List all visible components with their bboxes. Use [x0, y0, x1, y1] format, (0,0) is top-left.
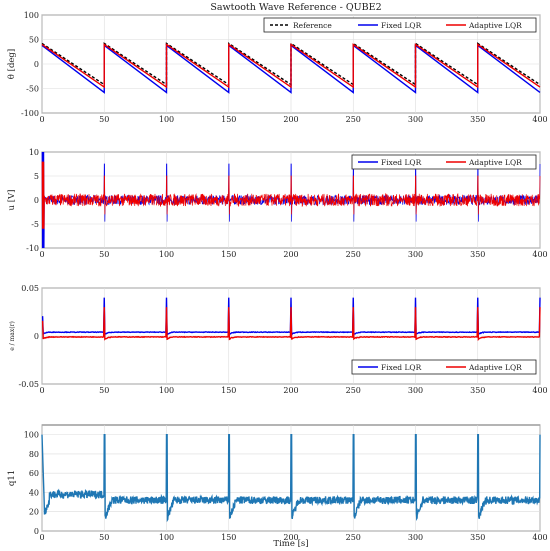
x-tick-label: 200 [283, 250, 298, 259]
y-tick-label: -5 [31, 220, 39, 229]
x-tick-label: 300 [408, 115, 423, 124]
x-tick-label: 300 [408, 386, 423, 395]
x-tick-label: 350 [470, 250, 485, 259]
x-tick-label: 400 [532, 533, 547, 542]
x-tick-label: 150 [221, 250, 236, 259]
x-tick-label: 400 [532, 115, 547, 124]
panel-voltage-series [41, 151, 541, 249]
y-tick-label: 60 [29, 469, 39, 478]
x-tick-label: 0 [39, 250, 44, 259]
x-tick-label: 50 [99, 386, 109, 395]
y-tick-label: 80 [29, 450, 39, 459]
legend-label: Adaptive LQR [468, 21, 522, 30]
y-tick-label: 40 [29, 488, 39, 497]
y-tick-label: 100 [24, 11, 39, 20]
x-tick-label: 0 [39, 533, 44, 542]
panel-gain-ylabel: q11 [7, 470, 17, 486]
panel-gain: 0 50 100 150 200 250 300 350 400 0 20 40 60 80 100 q11 [7, 424, 548, 542]
x-tick-label: 0 [39, 115, 44, 124]
panel-angle-series [41, 42, 541, 94]
y-tick-label: 0 [34, 60, 39, 69]
y-tick-label: 0.05 [21, 284, 39, 293]
panel-angle-ylabel: θ [deg] [7, 49, 17, 79]
panel-angle-ticks: 0 50 100 150 200 250 300 350 400 -100 -50 0 50 100 [21, 11, 548, 124]
panel-error-series [41, 297, 541, 342]
series-line [41, 297, 541, 337]
series-line [41, 43, 541, 89]
x-tick-label: 0 [39, 386, 44, 395]
series-line [41, 161, 541, 229]
series-line [41, 307, 541, 342]
x-tick-label: 250 [346, 533, 361, 542]
legend-label: Fixed LQR [381, 158, 422, 167]
panel-error-ylabel: e / max(r) [9, 321, 16, 351]
panel-gain-series [41, 433, 541, 523]
panel-angle-legend: Reference Fixed LQR Adaptive LQR [263, 17, 537, 33]
x-tick-label: 400 [532, 386, 547, 395]
x-tick-label: 50 [99, 533, 109, 542]
panel-error-legend: Fixed LQR Adaptive LQR [351, 359, 537, 375]
figure-title: Sawtooth Wave Reference - QUBE2 [210, 2, 381, 13]
panel-voltage-legend: Fixed LQR Adaptive LQR [351, 154, 537, 170]
x-tick-label: 150 [221, 115, 236, 124]
x-tick-label: 400 [532, 250, 547, 259]
y-tick-label: -10 [26, 244, 39, 253]
x-tick-label: 300 [408, 250, 423, 259]
legend-label: Reference [293, 21, 332, 30]
x-tick-label: 250 [346, 250, 361, 259]
x-tick-label: 50 [99, 250, 109, 259]
y-tick-label: 5 [34, 172, 39, 181]
panel-gain-ticks: 0 50 100 150 200 250 300 350 400 0 20 40 60 80 100 [24, 431, 548, 542]
x-tick-label: 150 [221, 533, 236, 542]
panel-angle: 0 50 100 150 200 250 300 350 400 -100 -50 0 50 100 θ … [7, 11, 548, 124]
x-tick-label: 150 [221, 386, 236, 395]
y-tick-label: 0 [34, 527, 39, 536]
y-tick-label: 50 [29, 36, 39, 45]
x-tick-label: 350 [470, 533, 485, 542]
legend-label: Fixed LQR [381, 363, 422, 372]
y-tick-label: 100 [24, 431, 39, 440]
x-tick-label: 100 [159, 115, 174, 124]
y-tick-label: -100 [21, 109, 39, 118]
y-tick-label: 0 [34, 332, 39, 341]
x-tick-label: 350 [470, 386, 485, 395]
series-line [41, 433, 541, 523]
panel-voltage-ylabel: u [V] [7, 190, 17, 211]
legend-label: Adaptive LQR [468, 363, 522, 372]
x-axis-label: Time [s] [273, 539, 308, 549]
x-tick-label: 250 [346, 115, 361, 124]
y-tick-label: 0 [34, 196, 39, 205]
y-tick-label: 10 [29, 148, 39, 157]
x-tick-label: 200 [283, 386, 298, 395]
y-tick-label: -50 [26, 85, 39, 94]
x-tick-label: 100 [159, 386, 174, 395]
legend-box [263, 17, 537, 33]
x-tick-label: 100 [159, 250, 174, 259]
y-tick-label: 20 [29, 508, 39, 517]
panel-voltage-ticks: 0 50 100 150 200 250 300 350 400 -10 -5 0 5 10 [26, 148, 548, 259]
x-tick-label: 200 [283, 533, 298, 542]
y-tick-label: -0.05 [18, 380, 39, 389]
legend-label: Fixed LQR [381, 21, 422, 30]
legend-box [351, 154, 537, 170]
x-tick-label: 200 [283, 115, 298, 124]
legend-label: Adaptive LQR [468, 158, 522, 167]
legend-box [351, 359, 537, 375]
x-tick-label: 100 [159, 533, 174, 542]
x-tick-label: 50 [99, 115, 109, 124]
x-tick-label: 350 [470, 115, 485, 124]
x-tick-label: 250 [346, 386, 361, 395]
x-tick-label: 300 [408, 533, 423, 542]
